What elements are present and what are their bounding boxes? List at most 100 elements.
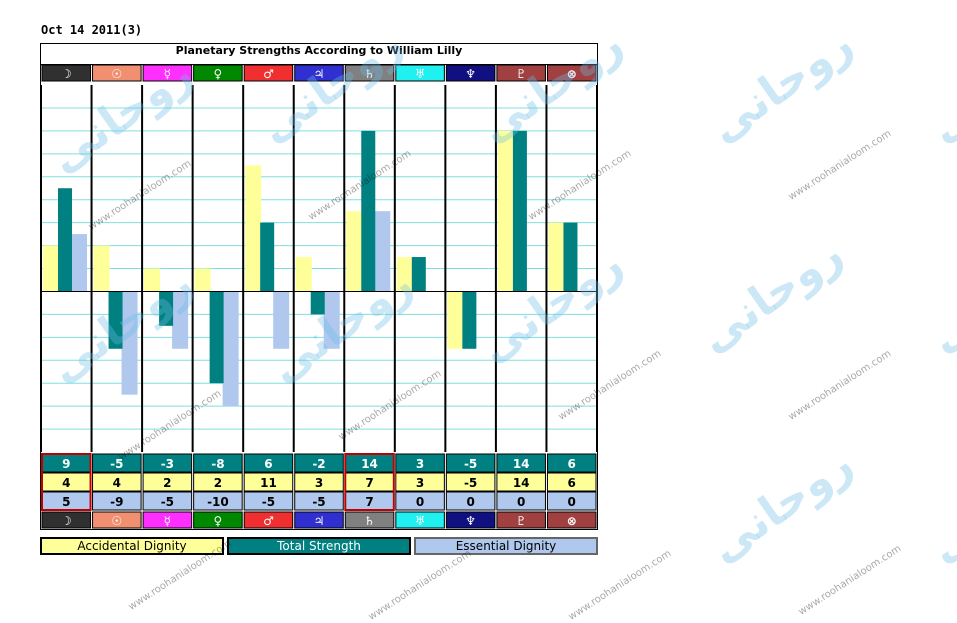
accidental-dignity-bar (93, 245, 110, 292)
value-cell (395, 453, 445, 473)
header-planet-symbol: ☽ (61, 67, 72, 81)
footer-symbol-cell (92, 511, 142, 529)
essential-dignity-value: 7 (365, 495, 373, 509)
value-cell (142, 472, 193, 492)
essential-dignity-value: -5 (161, 495, 174, 509)
essential-dignity-value: 0 (466, 495, 474, 509)
essential-dignity-value: 0 (517, 495, 525, 509)
footer-planet-symbol: ♀ (214, 514, 223, 528)
total-strength-value: -8 (211, 457, 224, 471)
watermark-logo: روحانی (690, 228, 852, 363)
value-cell (546, 453, 597, 473)
value-cell (193, 491, 243, 511)
accidental-dignity-value: 4 (113, 476, 121, 490)
essential-dignity-value: -10 (207, 495, 229, 509)
footer-planet-symbol: ♄ (364, 514, 375, 528)
value-cell (294, 491, 344, 511)
total-strength-bar (563, 222, 578, 292)
accidental-dignity-value: 3 (315, 476, 323, 490)
footer-symbol-cell (496, 511, 546, 529)
accidental-dignity-value: 11 (260, 476, 277, 490)
value-cell (395, 472, 445, 492)
accidental-dignity-value: 3 (416, 476, 424, 490)
accidental-dignity-bar (144, 268, 161, 292)
footer-symbol-cell (395, 511, 445, 529)
value-cell (243, 472, 294, 492)
total-strength-bar (462, 291, 477, 349)
accidental-dignity-bar (447, 291, 464, 349)
essential-dignity-bar (172, 291, 189, 349)
total-strength-value: 6 (264, 457, 272, 471)
watermark-logo: روحانی (920, 228, 957, 363)
total-strength-bar (411, 257, 426, 292)
watermark-logo: روحانی (700, 438, 862, 573)
value-cell (294, 472, 344, 492)
accidental-dignity-bar (295, 257, 312, 292)
header-planet-symbol: ♂ (263, 67, 274, 81)
footer-planet-symbol: ☉ (111, 514, 122, 528)
accidental-dignity-bar (43, 245, 59, 292)
footer-planet-symbol: ⊗ (567, 514, 577, 528)
total-strength-bar (58, 188, 72, 292)
footer-planet-symbol: ☿ (164, 514, 171, 528)
total-strength-value: 6 (568, 457, 576, 471)
value-cell (243, 453, 294, 473)
watermark-url: www.roohanialoom.com (786, 128, 894, 203)
footer-symbol-cell (142, 511, 193, 529)
essential-dignity-value: -5 (312, 495, 325, 509)
value-cell (92, 472, 142, 492)
total-strength-value: 14 (361, 457, 378, 471)
header-planet-symbol: ☿ (164, 67, 171, 81)
header-planet-symbol: ♃ (314, 67, 325, 81)
footer-planet-symbol: ♃ (314, 514, 325, 528)
header-symbol-cell (395, 64, 445, 82)
value-cell (546, 472, 597, 492)
value-cell (92, 491, 142, 511)
header-symbol-cell (92, 64, 142, 82)
chart-date-label: Oct 14 2011(3) (41, 23, 143, 37)
value-cell (243, 491, 294, 511)
essential-dignity-bar (273, 291, 290, 349)
accidental-dignity-value: 2 (214, 476, 222, 490)
header-planet-symbol: ⊗ (567, 67, 577, 81)
accidental-dignity-bar (497, 130, 514, 292)
footer-symbol-cell (344, 511, 395, 529)
accidental-dignity-value: 4 (62, 476, 70, 490)
footer-symbol-cell (445, 511, 496, 529)
footer-symbol-cell (546, 511, 597, 529)
accidental-dignity-value: -5 (464, 476, 477, 490)
total-strength-value: 3 (416, 457, 424, 471)
essential-dignity-bar (222, 291, 239, 407)
essential-dignity-value: -5 (262, 495, 275, 509)
total-strength-value: 14 (513, 457, 530, 471)
accidental-dignity-value: 7 (365, 476, 373, 490)
footer-planet-symbol: ♂ (263, 514, 274, 528)
legend-accidental-dignity: Accidental Dignity (40, 537, 224, 555)
value-cell (445, 491, 496, 511)
essential-dignity-bar (323, 291, 340, 349)
total-strength-value: -5 (464, 457, 477, 471)
footer-symbol-cell (41, 511, 92, 529)
highlight-box (344, 453, 395, 511)
header-symbol-cell (41, 64, 92, 82)
essential-dignity-value: 5 (62, 495, 70, 509)
essential-dignity-bar (71, 234, 87, 292)
total-strength-bar (209, 291, 224, 384)
value-cell (445, 472, 496, 492)
watermark-logo: روحانی (920, 18, 957, 153)
legend-essential-dignity: Essential Dignity (414, 537, 598, 555)
value-cell (142, 453, 193, 473)
essential-dignity-value: 0 (416, 495, 424, 509)
value-cell (445, 453, 496, 473)
accidental-dignity-bar (346, 211, 363, 292)
footer-symbol-cell (193, 511, 243, 529)
value-cell (546, 491, 597, 511)
accidental-dignity-value: 2 (163, 476, 171, 490)
header-symbol-cell (193, 64, 243, 82)
total-strength-bar (310, 291, 325, 315)
header-symbol-cell (294, 64, 344, 82)
total-strength-value: 9 (62, 457, 70, 471)
header-planet-symbol: ☉ (111, 67, 122, 81)
header-planet-symbol: ♀ (214, 67, 223, 81)
chart-frame: Planetary Strengths According to William… (40, 43, 598, 530)
